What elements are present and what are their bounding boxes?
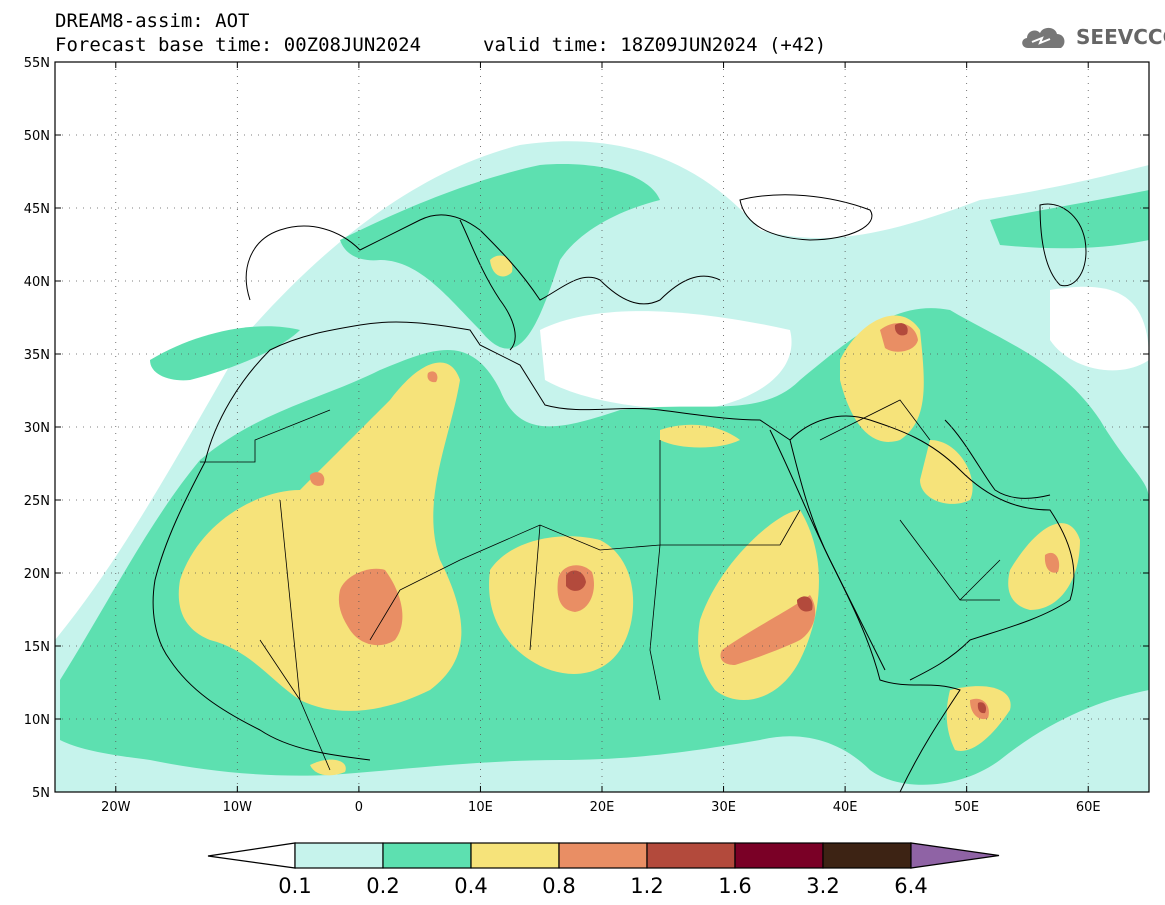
colorbar-over-arrow xyxy=(910,842,1000,869)
lat-label: 20N xyxy=(24,567,50,582)
colorbar-box xyxy=(734,842,824,869)
colorbar-label: 0.4 xyxy=(454,874,487,898)
colorbar-under-arrow xyxy=(207,842,296,869)
lat-label: 15N xyxy=(24,640,50,655)
caspian-sea xyxy=(1039,203,1087,287)
lat-label: 5N xyxy=(32,786,50,801)
colorbar-box xyxy=(382,842,472,869)
seevccc-logo: SEEVCCC xyxy=(1018,22,1165,52)
borders xyxy=(200,399,1001,771)
lon-label: 20E xyxy=(590,800,615,815)
lon-label: 30E xyxy=(711,800,736,815)
italy xyxy=(459,219,516,351)
africa-coast xyxy=(204,321,961,792)
base-time: Forecast base time: 00Z08JUN2024 xyxy=(55,34,422,56)
lat-label: 50N xyxy=(24,129,50,144)
lat-label: 40N xyxy=(24,275,50,290)
valid-time: valid time: 18Z09JUN2024 (+42) xyxy=(483,34,827,56)
colorbar-box xyxy=(470,842,560,869)
lat-label: 10N xyxy=(24,713,50,728)
colorbar-label: 1.6 xyxy=(718,874,751,898)
colorbar-label: 3.2 xyxy=(806,874,839,898)
colorbar-box xyxy=(558,842,648,869)
europe-coast xyxy=(245,214,721,305)
lon-label: 0 xyxy=(355,800,363,815)
axis-ticks xyxy=(55,61,1149,793)
aot-field xyxy=(55,141,1149,792)
lat-label: 25N xyxy=(24,494,50,509)
lat-label: 35N xyxy=(24,348,50,363)
lon-label: 50E xyxy=(954,800,979,815)
colorbar: 0.1 0.2 0.4 0.8 1.2 1.6 3.2 6.4 xyxy=(207,842,1000,898)
persian-gulf xyxy=(944,419,1051,499)
logo-text: SEEVCCC xyxy=(1076,25,1165,49)
colorbar-label: 0.8 xyxy=(542,874,575,898)
lat-labels: 55N 50N 45N 40N 35N 30N 25N 20N 15N 10N 5N xyxy=(24,56,50,801)
red-sea xyxy=(769,429,886,671)
grid-lines xyxy=(55,62,1149,792)
lon-label: 40E xyxy=(833,800,858,815)
lat-label: 55N xyxy=(24,56,50,71)
cloud-icon xyxy=(1022,27,1065,48)
colorbar-box xyxy=(822,842,912,869)
aot-band-1-2 xyxy=(566,323,987,714)
map-title: DREAM8-assim: AOT xyxy=(55,10,250,32)
colorbar-box xyxy=(294,842,384,869)
lat-label: 45N xyxy=(24,202,50,217)
black-sea xyxy=(739,194,873,241)
lon-label: 20W xyxy=(101,800,131,815)
lon-label: 60E xyxy=(1076,800,1101,815)
arabia-coast xyxy=(789,415,1075,681)
aot-band-0-8 xyxy=(309,323,1060,720)
lat-label: 30N xyxy=(24,421,50,436)
colorbar-label: 0.1 xyxy=(278,874,311,898)
lon-label: 10W xyxy=(223,800,253,815)
west-coast xyxy=(152,461,371,761)
coastlines xyxy=(152,194,1087,792)
colorbar-label: 6.4 xyxy=(894,874,927,898)
lon-labels: 20W 10W 0 10E 20E 30E 40E 50E 60E xyxy=(101,800,1101,815)
colorbar-label: 1.2 xyxy=(630,874,663,898)
colorbar-box xyxy=(646,842,736,869)
colorbar-label: 0.2 xyxy=(366,874,399,898)
lon-label: 10E xyxy=(468,800,493,815)
